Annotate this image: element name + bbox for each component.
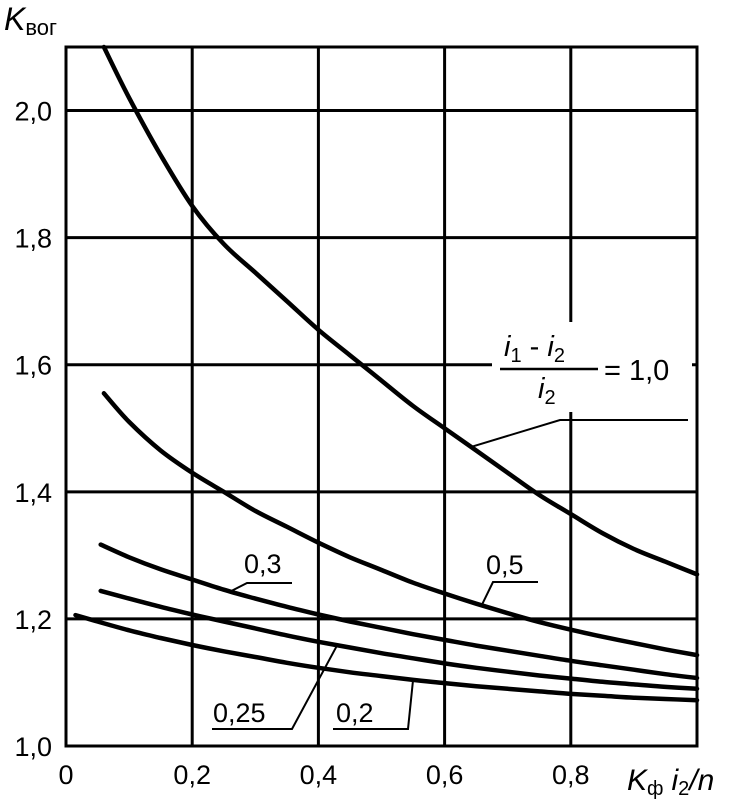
x-tick-label: 0,4: [300, 760, 338, 790]
y-tick-label: 1,2: [14, 605, 52, 635]
x-axis-label-i: i: [671, 764, 679, 797]
plot-frame: [64, 45, 699, 748]
curve-label-0-5: 0,5: [486, 550, 524, 580]
curve-series-3: [98, 588, 700, 692]
curve-label-0-3: 0,3: [244, 549, 282, 579]
leader-lines: [212, 419, 688, 730]
x-axis-label: Kф i2/n: [627, 764, 714, 800]
curve-series-4: [73, 612, 700, 703]
curve-label-0-25: 0,25: [213, 698, 266, 728]
curve-series-1: [101, 391, 700, 658]
formula-denominator: i2: [538, 373, 556, 409]
formula-den-sub: 2: [544, 387, 555, 409]
leader-line-3: [212, 644, 339, 730]
x-tick-label: 0,2: [173, 760, 211, 790]
leader-line-0: [469, 419, 688, 449]
y-axis-label-main: K: [4, 1, 27, 37]
formula-i1: i: [504, 331, 512, 363]
y-tick-label: 1,0: [14, 732, 52, 762]
x-tick-label: 0: [58, 760, 73, 790]
grid-lines: [66, 47, 697, 746]
formula-i2: i: [547, 331, 555, 363]
y-axis-ticks: 1,0 1,2 1,4 1,6 1,8 2,0: [14, 97, 52, 762]
curve-series-2: [98, 542, 700, 681]
formula-equals: = 1,0: [604, 355, 669, 387]
x-axis-label-i-sub: 2: [678, 778, 689, 800]
y-axis-label: Kвог: [4, 1, 57, 40]
formula-background: [492, 322, 692, 412]
x-axis-label-k: K: [627, 764, 649, 797]
curves: [73, 44, 700, 703]
leader-line-4: [333, 679, 415, 730]
curve-series-0: [101, 44, 700, 577]
y-tick-label: 1,6: [14, 351, 52, 381]
formula-minus: -: [522, 331, 548, 363]
x-axis-label-k-sub: ф: [647, 778, 663, 800]
x-tick-label: 0,8: [552, 760, 590, 790]
formula-numerator: i1 - i2: [504, 331, 565, 367]
formula-i2-sub: 2: [554, 345, 565, 367]
formula-den-i: i: [538, 373, 546, 405]
x-axis-label-rest: /n: [687, 764, 714, 797]
y-tick-label: 2,0: [14, 97, 52, 127]
x-axis-ticks: 0 0,2 0,4 0,6 0,8: [58, 760, 589, 790]
curve-label-0-2: 0,2: [336, 698, 374, 728]
x-tick-label: 0,6: [426, 760, 464, 790]
leader-line-2: [229, 582, 292, 593]
y-tick-label: 1,8: [14, 224, 52, 254]
leader-line-1: [481, 581, 538, 605]
formula-i1-sub: 1: [510, 345, 521, 367]
y-axis-label-sub: вог: [25, 15, 57, 40]
formula-label: i1 - i2 i2 = 1,0: [492, 322, 692, 412]
y-tick-label: 1,4: [14, 478, 52, 508]
